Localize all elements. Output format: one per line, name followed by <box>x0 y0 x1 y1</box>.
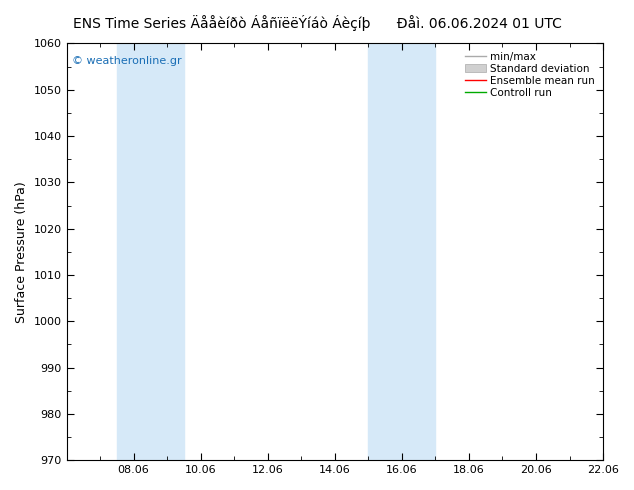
Text: © weatheronline.gr: © weatheronline.gr <box>72 56 181 66</box>
Bar <box>368 44 436 460</box>
Y-axis label: Surface Pressure (hPa): Surface Pressure (hPa) <box>15 181 28 323</box>
Legend: min/max, Standard deviation, Ensemble mean run, Controll run: min/max, Standard deviation, Ensemble me… <box>462 49 598 101</box>
Text: ENS Time Series Äååèíðò ÁåñïëëÝíáò Áèçíþ      Ðåì. 06.06.2024 01 UTC: ENS Time Series Äååèíðò ÁåñïëëÝíáò Áèçíþ… <box>72 15 562 31</box>
Bar <box>117 44 184 460</box>
